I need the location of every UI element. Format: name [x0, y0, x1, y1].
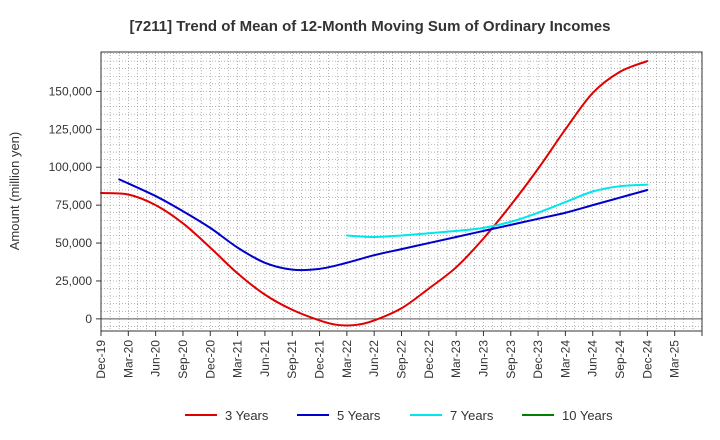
- y-axis-ticks: 0 25,000 50,000 75,000 100,000 125,000 150,000: [49, 84, 101, 326]
- x-tick-label: Mar-24: [558, 340, 572, 378]
- x-tick-label: Mar-23: [449, 340, 463, 378]
- y-tick-label: 0: [85, 312, 92, 326]
- legend: 3 Years 5 Years 7 Years 10 Years: [185, 408, 613, 423]
- y-tick-label: 50,000: [55, 236, 92, 250]
- x-tick-label: Sep-21: [285, 340, 299, 379]
- x-tick-label: Dec-22: [422, 340, 436, 379]
- x-tick-label: Jun-24: [586, 340, 600, 377]
- legend-label-7-years: 7 Years: [450, 408, 494, 423]
- x-tick-label: Sep-20: [176, 340, 190, 379]
- y-tick-label: 150,000: [49, 84, 93, 98]
- y-tick-label: 75,000: [55, 198, 92, 212]
- x-tick-label: Jun-20: [149, 340, 163, 377]
- x-tick-label: Sep-23: [504, 340, 518, 379]
- y-tick-label: 25,000: [55, 274, 92, 288]
- series-line-3-years: [100, 60, 649, 327]
- x-tick-label: Jun-22: [367, 340, 381, 377]
- x-tick-label: Mar-22: [340, 340, 354, 378]
- legend-label-5-years: 5 Years: [337, 408, 381, 423]
- x-axis-ticks: Dec-19 Mar-20 Jun-20 Sep-20 Dec-20 Mar-21 Jun-…: [94, 331, 703, 379]
- legend-label-10-years: 10 Years: [562, 408, 613, 423]
- x-tick-label: Sep-22: [395, 340, 409, 379]
- x-tick-label: Dec-23: [531, 340, 545, 379]
- grid-lines: [101, 52, 702, 331]
- x-tick-label: Dec-19: [94, 340, 108, 379]
- series-line-5-years: [118, 178, 649, 272]
- x-tick-label: Mar-25: [668, 340, 682, 378]
- y-tick-label: 100,000: [49, 160, 93, 174]
- x-tick-label: Dec-24: [640, 340, 654, 379]
- x-tick-label: Sep-24: [613, 340, 627, 379]
- series-lines: [100, 60, 649, 327]
- y-tick-label: 125,000: [49, 122, 93, 136]
- x-tick-label: Mar-21: [231, 340, 245, 378]
- x-tick-label: Dec-20: [203, 340, 217, 379]
- series-line-7-years: [345, 183, 649, 238]
- chart-title: [7211] Trend of Mean of 12-Month Moving …: [130, 18, 611, 35]
- x-tick-label: Dec-21: [313, 340, 327, 379]
- legend-label-3-years: 3 Years: [225, 408, 269, 423]
- x-tick-label: Jun-23: [476, 340, 490, 377]
- x-tick-label: Mar-20: [121, 340, 135, 378]
- x-tick-label: Jun-21: [258, 340, 272, 377]
- y-axis-label: Amount (million yen): [7, 132, 22, 251]
